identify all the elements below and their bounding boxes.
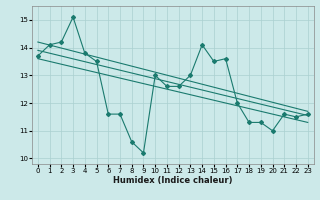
X-axis label: Humidex (Indice chaleur): Humidex (Indice chaleur) [113,176,233,185]
